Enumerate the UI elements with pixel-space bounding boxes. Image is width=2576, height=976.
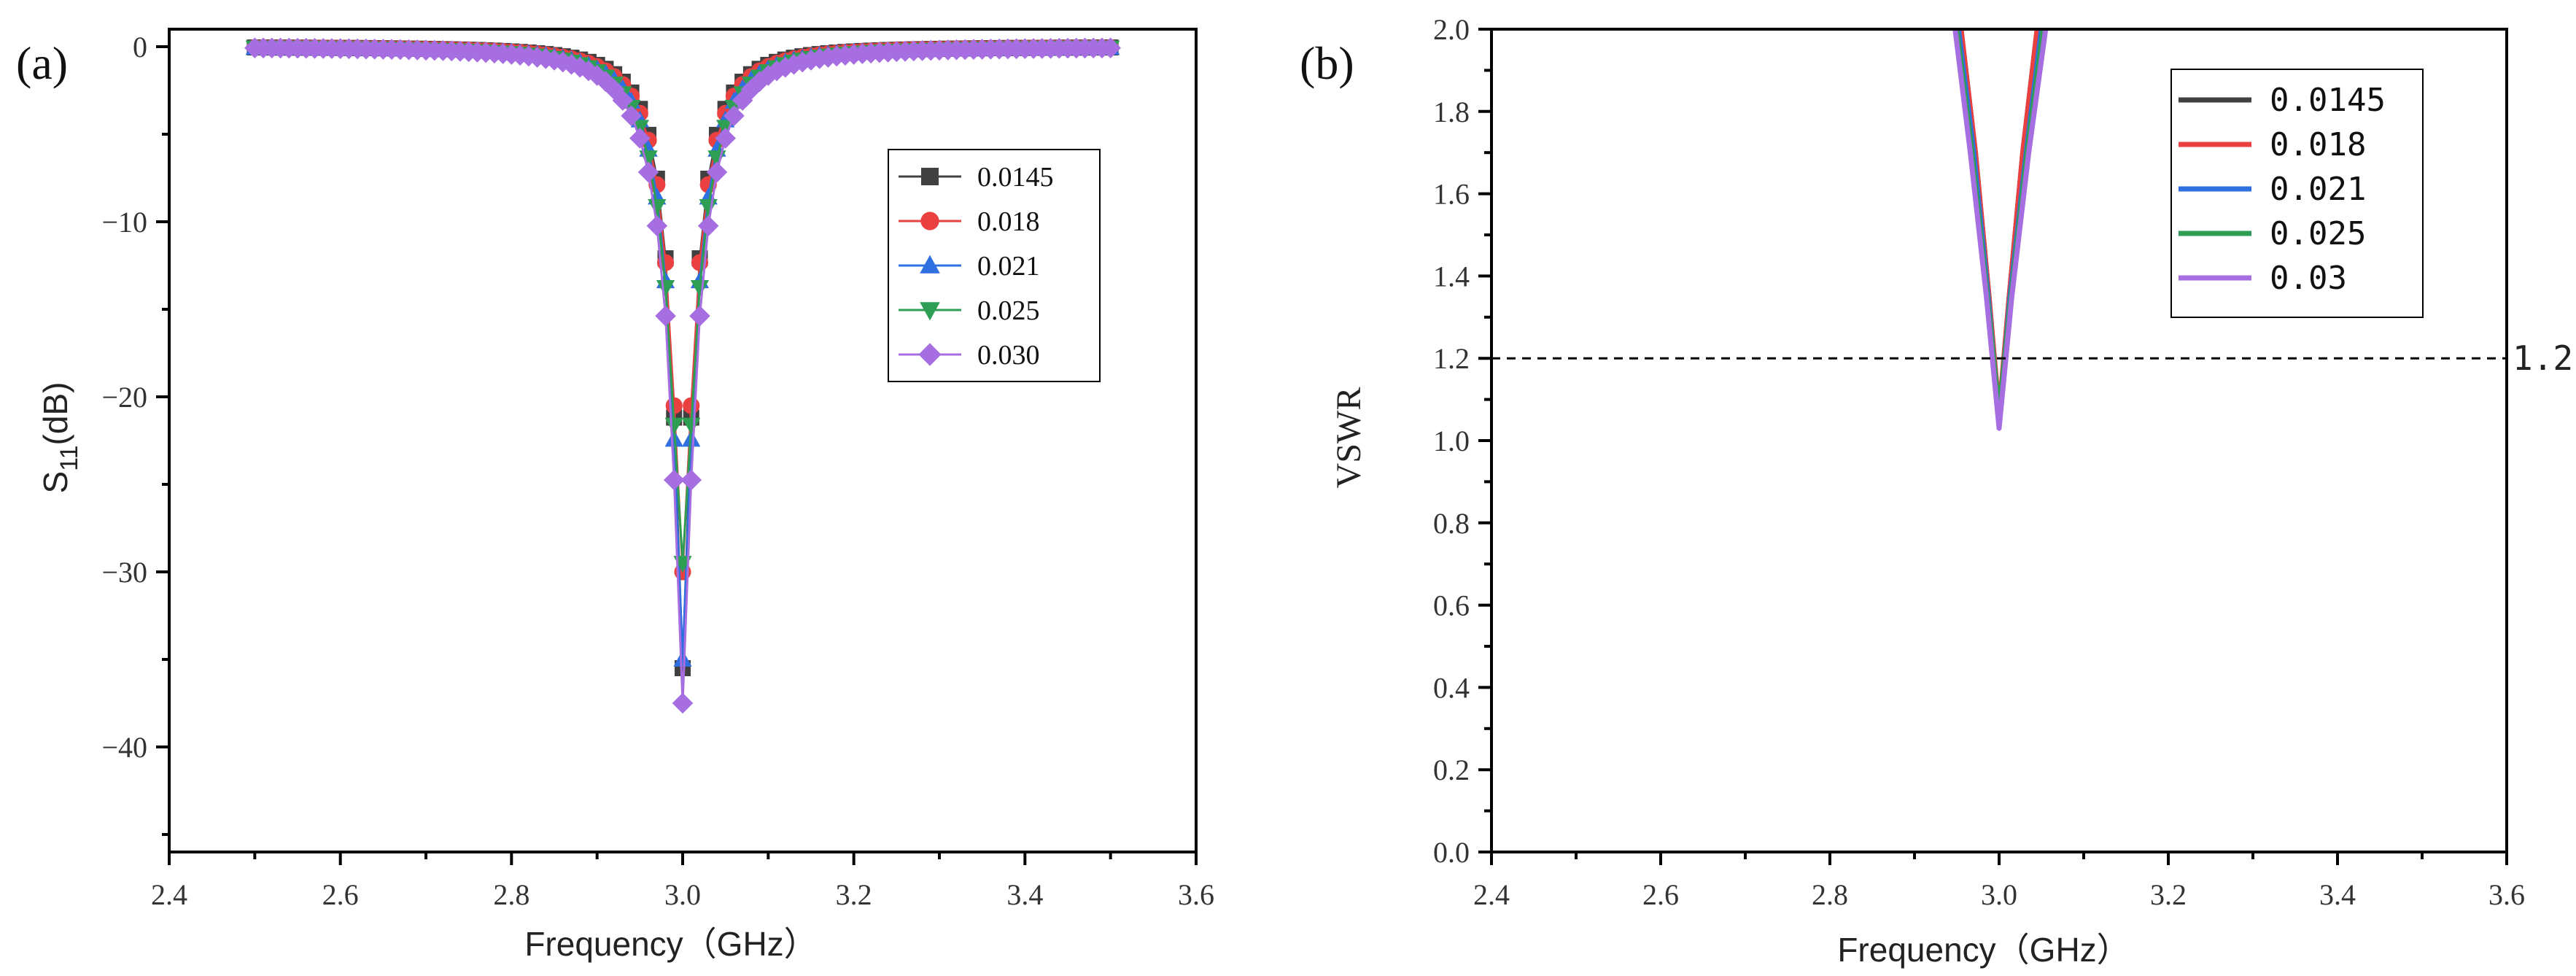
panel-b-y-tick-label: 1.4 xyxy=(1433,260,1470,293)
panel-a-x-tick-label: 2.8 xyxy=(493,878,529,911)
panel-b-x-tick-label: 3.6 xyxy=(2488,878,2525,911)
panel-b-label: (b) xyxy=(1300,37,1354,89)
panel-b-y-tick-label: 1.8 xyxy=(1433,96,1470,128)
panel-a-data-point xyxy=(706,161,728,183)
panel-b-y-tick-label: 1.6 xyxy=(1433,178,1470,211)
panel-b-y-tick-label: 0.6 xyxy=(1433,589,1470,622)
panel-a-legend-marker xyxy=(921,168,939,185)
panel-a-x-axis-title: Frequency（GHz） xyxy=(524,925,817,963)
panel-a-data-point xyxy=(656,280,675,298)
panel-a-data-point xyxy=(715,128,736,149)
panel-a-y-tick-label: −40 xyxy=(101,731,147,764)
panel-b-y-tick-label: 2.0 xyxy=(1433,13,1470,46)
panel-b-y-tick-label: 0.2 xyxy=(1433,754,1470,786)
panel-b-x-tick-label: 3.2 xyxy=(2150,878,2187,911)
panel-a-legend-marker xyxy=(920,212,939,231)
panel-b-legend-label: 0.025 xyxy=(2270,215,2366,252)
panel-b-x-tick-label: 2.4 xyxy=(1473,878,1510,911)
panel-a-data-point xyxy=(697,215,719,236)
panel-a-data-point xyxy=(673,649,692,667)
panel-b-y-tick-label: 0.0 xyxy=(1433,836,1470,869)
panel-b-y-tick-label: 1.2 xyxy=(1433,342,1470,375)
panel-a-y-tick-label: −20 xyxy=(101,381,147,414)
panel-a-series-0.030 xyxy=(244,37,1121,714)
panel-a-series-markers xyxy=(244,37,1121,714)
panel-a-x-tick-label: 3.2 xyxy=(836,878,872,911)
panel-a-data-point xyxy=(680,469,702,491)
panel-b-x-tick-label: 3.4 xyxy=(2319,878,2356,911)
panel-b-series-group xyxy=(1952,29,2049,431)
panel-b-y-tick-label: 1.0 xyxy=(1433,425,1470,457)
panel-a-data-point xyxy=(578,60,600,82)
panel-a-y-tick-label: 0 xyxy=(133,31,147,63)
panel-a-data-point xyxy=(682,417,701,435)
panel-a-x-tick-label: 2.6 xyxy=(322,878,359,911)
panel-b-vswr-chart: (b) 1.2 2.4 2.6 2.8 3.0 3.2 3.4 3.6 0.00.20.40… xyxy=(1300,13,2573,969)
panel-a-y-title-s: S xyxy=(36,471,74,494)
panel-b-x-axis-title: Frequency（GHz） xyxy=(1837,931,2130,969)
panel-a-data-point xyxy=(637,161,659,183)
panel-a-legend-label: 0.021 xyxy=(977,251,1040,282)
panel-a-data-point xyxy=(621,105,642,127)
panel-a-y-axis: 0 −10 −20 −30 −40 xyxy=(101,31,169,836)
panel-b-series-line-0.03 xyxy=(1952,29,2049,431)
panel-b-legend-label: 0.0145 xyxy=(2270,82,2386,119)
panel-b-x-tick-label: 2.8 xyxy=(1812,878,1848,911)
panel-a-y-title-sub: 11 xyxy=(55,445,83,470)
panel-b-y-tick-label: 0.8 xyxy=(1433,507,1470,540)
panel-a-data-point xyxy=(543,50,565,71)
panel-b-reference-label: 1.2 xyxy=(2513,338,2573,378)
panel-a-y-tick-label: −30 xyxy=(101,556,147,589)
panel-a-legend-marker xyxy=(918,343,942,366)
panel-a-data-point xyxy=(629,128,651,149)
panel-a-legend-label: 0.018 xyxy=(977,206,1040,237)
panel-a-label: (a) xyxy=(16,37,68,89)
panel-b-x-tick-label: 3.0 xyxy=(1981,878,2017,911)
panel-b-x-axis: 2.4 2.6 2.8 3.0 3.2 3.4 3.6 xyxy=(1473,852,2525,911)
panel-a-legend-marker xyxy=(920,255,940,274)
panel-a-data-point xyxy=(672,692,694,714)
panel-a-data-point xyxy=(1100,37,1121,59)
panel-a-data-point xyxy=(646,215,668,236)
panel-b-y-axis-title: VSWR xyxy=(1330,387,1368,489)
panel-a-series-group xyxy=(244,37,1121,714)
panel-a-legend-marker xyxy=(920,302,940,321)
panel-a-data-point xyxy=(690,280,710,298)
panel-b-legend-label: 0.03 xyxy=(2270,260,2347,297)
panel-b-legend-label: 0.018 xyxy=(2270,126,2366,163)
panel-a-data-point xyxy=(723,105,745,127)
panel-a-data-point xyxy=(612,90,634,111)
panel-a-y-tick-label: −10 xyxy=(101,206,147,239)
panel-b-y-tick-label: 0.4 xyxy=(1433,671,1470,704)
panel-a-legend-label: 0.0145 xyxy=(977,162,1054,193)
panel-a-data-point xyxy=(689,305,710,327)
panel-a-legend-label: 0.030 xyxy=(977,340,1040,371)
panel-a-data-point xyxy=(655,305,676,327)
panel-b-legend: 0.0145 0.018 0.021 0.025 0.03 xyxy=(2170,69,2424,318)
panel-b-y-axis: 0.0 0.2 0.4 0.6 0.8 1.0 1.2 1.4 1.6 1.8 2.0 xyxy=(1433,13,1491,869)
panel-a-x-tick-label: 3.6 xyxy=(1178,878,1214,911)
panel-a-legend: 0.0145 0.018 0.021 0.025 0.030 xyxy=(888,149,1101,382)
panel-a-y-axis-title: S11(dB) xyxy=(36,382,83,494)
panel-a-x-tick-label: 3.4 xyxy=(1006,878,1043,911)
panel-b-x-tick-label: 2.6 xyxy=(1642,878,1679,911)
panel-a-legend-label: 0.025 xyxy=(977,295,1040,326)
panel-a-data-point xyxy=(663,469,685,491)
panel-a-x-axis: 2.4 2.6 2.8 3.0 3.2 3.4 3.6 xyxy=(151,852,1214,911)
panel-b-legend-label: 0.021 xyxy=(2270,171,2366,208)
panel-a-x-tick-label: 3.0 xyxy=(664,878,701,911)
panel-a-data-point xyxy=(561,53,582,75)
panel-a-s11-chart: (a) 2.4 2.6 2.8 3.0 3.2 3.4 3.6 0−10−20−30−40 … xyxy=(16,28,1214,963)
panel-a-y-title-unit: (dB) xyxy=(36,382,74,446)
panel-a-data-point xyxy=(664,417,683,435)
panel-a-x-tick-label: 2.4 xyxy=(151,878,187,911)
